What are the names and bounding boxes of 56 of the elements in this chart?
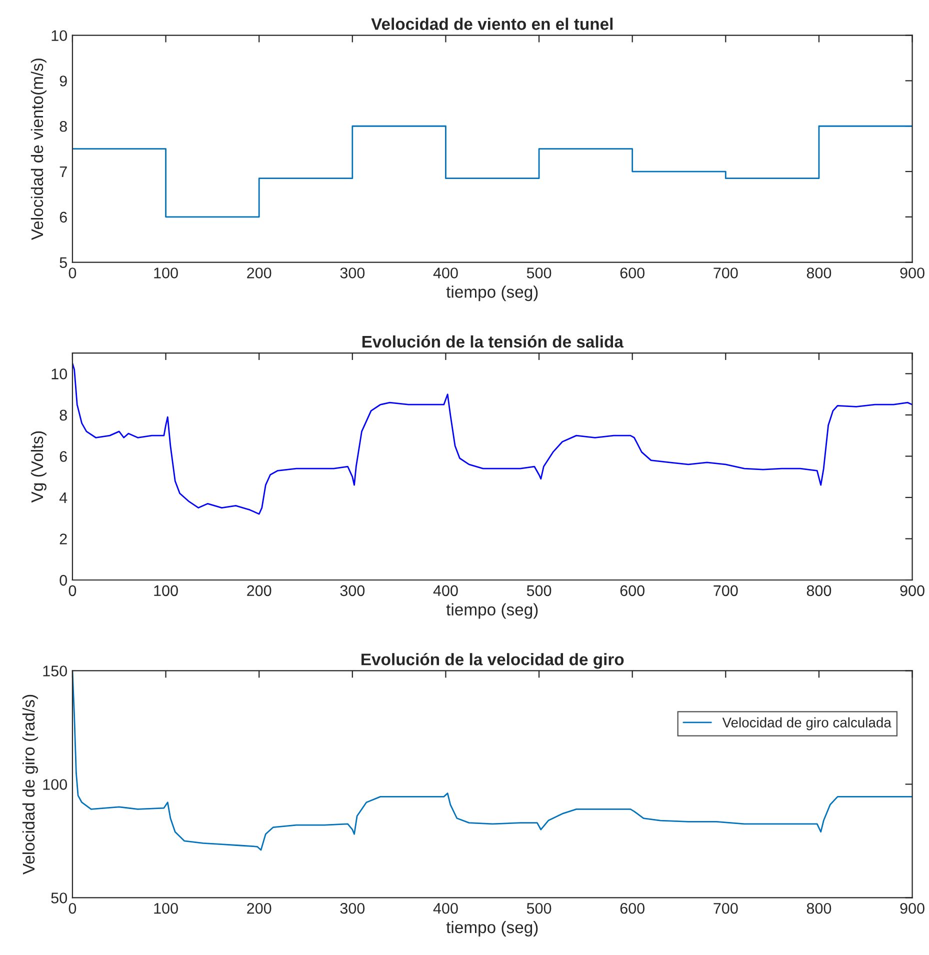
line-series xyxy=(72,362,912,515)
y-tick-label: 9 xyxy=(60,76,67,86)
legend-label: Velocidad de giro calculada xyxy=(722,717,892,730)
x-tick-label: 500 xyxy=(526,902,552,914)
x-tick-label: 200 xyxy=(247,902,272,914)
x-axis-title: tiempo (seg) xyxy=(446,920,538,937)
y-tick-label: 8 xyxy=(60,120,67,132)
x-tick-label: 700 xyxy=(714,902,738,914)
y-axis-title: Velocidad de viento(m/s) xyxy=(30,58,46,240)
y-tick-label: 7 xyxy=(60,166,67,178)
y-tick-label: 150 xyxy=(43,666,68,676)
x-tick-label: 100 xyxy=(154,268,178,278)
y-axis-title: Vg (Volts) xyxy=(30,431,46,503)
y-tick-label: 4 xyxy=(59,492,68,504)
y-tick-label: 5 xyxy=(60,257,67,268)
x-tick-label: 700 xyxy=(714,268,738,278)
x-tick-label: 400 xyxy=(433,585,458,596)
x-tick-label: 500 xyxy=(526,268,552,278)
x-tick-label: 500 xyxy=(526,585,552,596)
x-tick-label: 700 xyxy=(714,585,738,596)
x-tick-label: 400 xyxy=(433,902,458,914)
x-tick-label: 900 xyxy=(900,585,924,596)
x-axis-title: tiempo (seg) xyxy=(446,603,538,619)
x-tick-label: 200 xyxy=(247,268,272,278)
x-tick-label: 800 xyxy=(806,902,832,914)
chart-title: Evolución de la tensión de salida xyxy=(362,335,624,348)
y-tick-label: 10 xyxy=(52,30,68,42)
y-tick-label: 2 xyxy=(60,534,67,544)
x-tick-label: 600 xyxy=(620,268,644,278)
x-tick-label: 100 xyxy=(154,585,178,596)
y-tick-label: 6 xyxy=(60,451,67,462)
x-axis-title: tiempo (seg) xyxy=(446,286,538,302)
x-tick-label: 0 xyxy=(68,902,76,914)
x-tick-label: 800 xyxy=(806,268,832,278)
x-tick-label: 900 xyxy=(900,268,924,278)
y-axis-title: Velocidad de giro (rad/s) xyxy=(22,694,38,874)
y-tick-label: 100 xyxy=(43,779,68,790)
x-tick-label: 200 xyxy=(247,585,272,596)
x-tick-label: 600 xyxy=(620,585,644,596)
y-tick-label: 10 xyxy=(52,368,68,380)
x-tick-label: 300 xyxy=(340,268,365,278)
x-tick-label: 400 xyxy=(433,268,458,278)
x-tick-label: 0 xyxy=(68,268,76,278)
x-tick-label: 100 xyxy=(154,902,178,914)
chart-title: Evolución de la velocidad de giro xyxy=(362,652,624,669)
y-tick-label: 6 xyxy=(60,212,67,223)
chart-title: Velocidad de viento en el tunel xyxy=(371,18,613,30)
x-tick-label: 800 xyxy=(806,585,832,596)
x-tick-label: 900 xyxy=(900,902,924,914)
y-tick-label: 8 xyxy=(60,410,67,421)
x-tick-label: 300 xyxy=(340,902,365,914)
x-tick-label: 300 xyxy=(340,585,365,596)
y-tick-label: 0 xyxy=(60,574,68,586)
x-tick-label: 0 xyxy=(68,585,76,596)
y-tick-label: 50 xyxy=(51,892,68,904)
x-tick-label: 600 xyxy=(620,902,644,914)
